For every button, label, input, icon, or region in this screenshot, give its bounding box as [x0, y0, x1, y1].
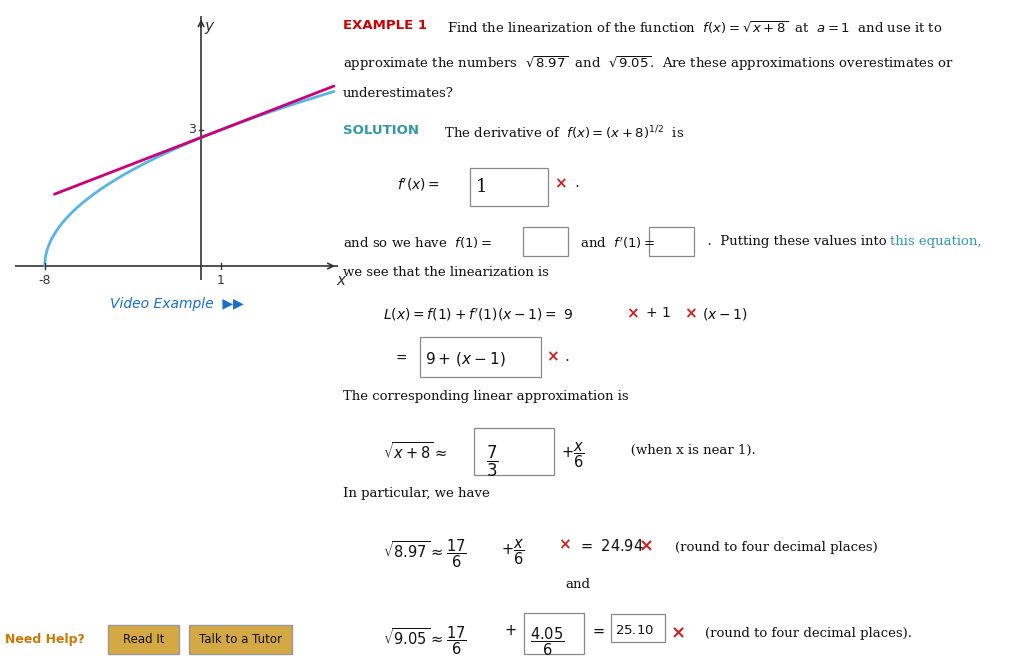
- Text: $= $: $= $: [590, 624, 605, 638]
- Text: $L(x) = f(1) + f'(1)(x - 1) = \ 9$: $L(x) = f(1) + f'(1)(x - 1) = \ 9$: [383, 307, 573, 322]
- Text: 1: 1: [217, 274, 224, 287]
- Text: underestimates?: underestimates?: [343, 87, 454, 100]
- Text: $\sqrt{9.05} \approx \dfrac{17}{6}$: $\sqrt{9.05} \approx \dfrac{17}{6}$: [383, 624, 467, 657]
- Text: SOLUTION: SOLUTION: [343, 124, 419, 137]
- Text: $\mathbf{\times}$: $\mathbf{\times}$: [554, 176, 567, 191]
- Text: $=$: $=$: [393, 349, 409, 364]
- Text: (when x is near 1).: (when x is near 1).: [618, 443, 756, 457]
- Text: we see that the linearization is: we see that the linearization is: [343, 266, 549, 279]
- Text: $\mathbf{\times}$: $\mathbf{\times}$: [626, 307, 639, 321]
- Text: $\dfrac{7}{3}$: $\dfrac{7}{3}$: [486, 443, 499, 479]
- Text: $= \ 24.94$: $= \ 24.94$: [578, 538, 643, 553]
- Text: Need Help?: Need Help?: [5, 634, 85, 646]
- Text: $(x - 1)$: $(x - 1)$: [701, 307, 748, 322]
- Text: and: and: [565, 578, 590, 591]
- FancyBboxPatch shape: [474, 428, 554, 474]
- FancyBboxPatch shape: [611, 615, 665, 642]
- Text: $+ \dfrac{x}{6}$: $+ \dfrac{x}{6}$: [501, 538, 524, 567]
- Text: (round to four decimal places): (round to four decimal places): [658, 541, 878, 554]
- FancyBboxPatch shape: [524, 613, 585, 654]
- Text: The derivative of  $f(x) = (x + 8)^{1/2}$  is: The derivative of $f(x) = (x + 8)^{1/2}$…: [435, 124, 684, 141]
- Text: $\sqrt{8.97} \approx \dfrac{17}{6}$: $\sqrt{8.97} \approx \dfrac{17}{6}$: [383, 538, 467, 570]
- Text: $\sqrt{x + 8} \approx$: $\sqrt{x + 8} \approx$: [383, 441, 447, 461]
- FancyBboxPatch shape: [649, 227, 694, 256]
- Text: In particular, we have: In particular, we have: [343, 487, 489, 500]
- Text: and  $f'(1) = $: and $f'(1) = $: [572, 236, 655, 251]
- Text: $\mathbf{\times}$: $\mathbf{\times}$: [670, 624, 684, 642]
- Text: -8: -8: [39, 274, 51, 287]
- FancyBboxPatch shape: [470, 168, 548, 206]
- Text: Talk to a Tutor: Talk to a Tutor: [199, 634, 283, 646]
- Text: approximate the numbers  $\sqrt{8.97}$  and  $\sqrt{9.05}$.  Are these approxima: approximate the numbers $\sqrt{8.97}$ an…: [343, 55, 953, 74]
- Text: $+ \ 1$: $+ \ 1$: [645, 307, 671, 320]
- Text: $\mathbf{\times}$: $\mathbf{\times}$: [638, 538, 653, 556]
- Text: .  Putting these values into: . Putting these values into: [698, 236, 886, 248]
- Text: .: .: [571, 176, 580, 190]
- Text: $\mathbf{\times}$: $\mathbf{\times}$: [546, 349, 558, 365]
- Text: y: y: [205, 18, 214, 34]
- Text: .: .: [561, 349, 569, 364]
- Text: Read It: Read It: [123, 634, 164, 646]
- FancyBboxPatch shape: [108, 625, 179, 654]
- Text: $25.10$: $25.10$: [614, 624, 653, 638]
- Text: this equation,: this equation,: [890, 236, 982, 248]
- Text: $\dfrac{4.05}{6}$: $\dfrac{4.05}{6}$: [529, 626, 564, 658]
- FancyBboxPatch shape: [189, 625, 292, 654]
- FancyBboxPatch shape: [420, 338, 541, 378]
- Text: $9 + \,(x - 1)$: $9 + \,(x - 1)$: [425, 349, 506, 368]
- Text: and so we have  $f(1) = $: and so we have $f(1) = $: [343, 236, 493, 250]
- Text: 3: 3: [188, 124, 197, 136]
- Text: x: x: [336, 273, 345, 288]
- Text: Find the linearization of the function  $f(x) = \sqrt{x + 8}$  at  $a = 1$  and : Find the linearization of the function $…: [447, 18, 942, 36]
- Text: $\mathbf{\times}$: $\mathbf{\times}$: [558, 538, 570, 553]
- Text: $f'(x) = $: $f'(x) = $: [396, 176, 439, 193]
- Text: The corresponding linear approximation is: The corresponding linear approximation i…: [343, 390, 629, 403]
- Text: (round to four decimal places).: (round to four decimal places).: [688, 627, 912, 640]
- Text: $+ \dfrac{x}{6}$: $+ \dfrac{x}{6}$: [561, 441, 585, 470]
- Text: 1: 1: [476, 178, 487, 195]
- FancyBboxPatch shape: [523, 227, 568, 256]
- Text: EXAMPLE 1: EXAMPLE 1: [343, 18, 427, 32]
- Text: Video Example  ▶▶: Video Example ▶▶: [110, 297, 244, 311]
- Text: $+$: $+$: [504, 624, 517, 638]
- Text: $\mathbf{\times}$: $\mathbf{\times}$: [684, 307, 696, 321]
